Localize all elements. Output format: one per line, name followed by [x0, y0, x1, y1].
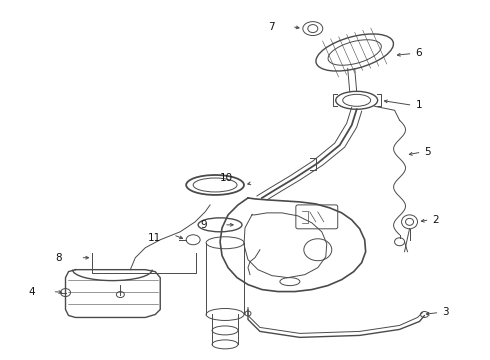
Text: 4: 4 [28, 287, 35, 297]
Text: 2: 2 [433, 215, 439, 225]
Text: 3: 3 [442, 307, 449, 318]
Text: 6: 6 [416, 49, 422, 58]
Text: 11: 11 [148, 233, 162, 243]
Text: 10: 10 [220, 173, 233, 183]
Text: 8: 8 [55, 253, 62, 263]
Text: 5: 5 [424, 147, 431, 157]
Text: 9: 9 [200, 220, 207, 230]
Text: 1: 1 [416, 100, 422, 110]
Text: 7: 7 [268, 22, 274, 32]
